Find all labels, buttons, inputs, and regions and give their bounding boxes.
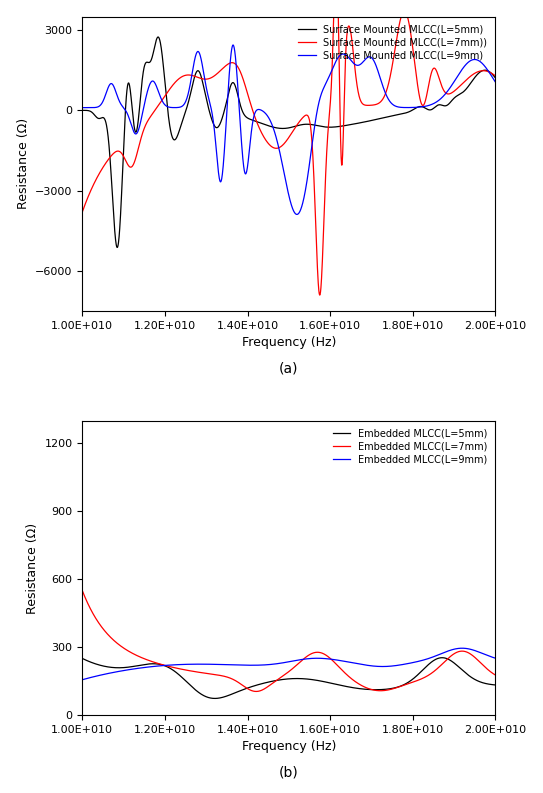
- Surface Mounted MLCC(L=9mm): [280, 164, 287, 174]
- Embedded MLCC(L=5mm): [439, 653, 445, 662]
- Surface Mounted MLCC(L=9mm): [481, 60, 487, 70]
- Embedded MLCC(L=7mm): [480, 661, 487, 670]
- Line: Surface Mounted MLCC(L=5mm): Surface Mounted MLCC(L=5mm): [83, 37, 495, 247]
- Embedded MLCC(L=7mm): [480, 661, 487, 670]
- Surface Mounted MLCC(L=7mm)): [492, 71, 498, 81]
- X-axis label: Frequency (Hz): Frequency (Hz): [242, 336, 336, 349]
- Surface Mounted MLCC(L=5mm): [100, 113, 106, 122]
- Surface Mounted MLCC(L=7mm)): [280, 140, 286, 149]
- Legend: Embedded MLCC(L=5mm), Embedded MLCC(L=7mm), Embedded MLCC(L=9mm): Embedded MLCC(L=5mm), Embedded MLCC(L=7m…: [330, 426, 490, 467]
- Surface Mounted MLCC(L=5mm): [405, 108, 411, 117]
- Embedded MLCC(L=9mm): [280, 658, 286, 668]
- Surface Mounted MLCC(L=7mm)): [481, 66, 487, 75]
- Embedded MLCC(L=9mm): [404, 659, 411, 668]
- Surface Mounted MLCC(L=7mm)): [100, 162, 106, 171]
- Line: Embedded MLCC(L=9mm): Embedded MLCC(L=9mm): [83, 648, 495, 680]
- Surface Mounted MLCC(L=9mm): [480, 60, 487, 70]
- Embedded MLCC(L=7mm): [269, 679, 276, 688]
- Surface Mounted MLCC(L=7mm)): [317, 290, 323, 300]
- Text: (b): (b): [279, 765, 299, 780]
- Legend: Surface Mounted MLCC(L=5mm), Surface Mounted MLCC(L=7mm)), Surface Mounted MLCC(: Surface Mounted MLCC(L=5mm), Surface Mou…: [295, 21, 490, 63]
- Embedded MLCC(L=5mm): [79, 653, 86, 663]
- Surface Mounted MLCC(L=5mm): [492, 73, 498, 82]
- Embedded MLCC(L=7mm): [253, 687, 260, 696]
- Embedded MLCC(L=9mm): [459, 643, 465, 653]
- Surface Mounted MLCC(L=5mm): [79, 105, 86, 115]
- Embedded MLCC(L=5mm): [269, 676, 276, 686]
- Embedded MLCC(L=9mm): [492, 653, 498, 663]
- Embedded MLCC(L=5mm): [405, 678, 411, 688]
- Embedded MLCC(L=5mm): [481, 678, 487, 688]
- Surface Mounted MLCC(L=5mm): [155, 33, 161, 42]
- Embedded MLCC(L=5mm): [280, 675, 287, 684]
- Surface Mounted MLCC(L=9mm): [100, 96, 106, 105]
- Surface Mounted MLCC(L=5mm): [269, 122, 276, 132]
- Surface Mounted MLCC(L=9mm): [405, 103, 411, 113]
- Surface Mounted MLCC(L=7mm)): [79, 207, 86, 216]
- Surface Mounted MLCC(L=9mm): [79, 103, 86, 113]
- X-axis label: Frequency (Hz): Frequency (Hz): [242, 741, 336, 753]
- Y-axis label: Resistance (Ω): Resistance (Ω): [17, 118, 30, 209]
- Surface Mounted MLCC(L=9mm): [492, 77, 498, 86]
- Embedded MLCC(L=7mm): [79, 586, 86, 596]
- Embedded MLCC(L=7mm): [280, 671, 287, 680]
- Embedded MLCC(L=9mm): [269, 660, 275, 669]
- Surface Mounted MLCC(L=5mm): [114, 243, 121, 252]
- Surface Mounted MLCC(L=7mm)): [480, 66, 487, 75]
- Surface Mounted MLCC(L=5mm): [480, 66, 487, 75]
- Y-axis label: Resistance (Ω): Resistance (Ω): [26, 523, 39, 614]
- Surface Mounted MLCC(L=5mm): [280, 124, 287, 133]
- Surface Mounted MLCC(L=7mm)): [405, 13, 411, 23]
- Embedded MLCC(L=7mm): [100, 624, 106, 634]
- Line: Surface Mounted MLCC(L=9mm): Surface Mounted MLCC(L=9mm): [83, 45, 495, 214]
- Embedded MLCC(L=7mm): [492, 670, 498, 680]
- Embedded MLCC(L=9mm): [480, 649, 487, 658]
- Surface Mounted MLCC(L=5mm): [481, 66, 487, 75]
- Line: Surface Mounted MLCC(L=7mm)): Surface Mounted MLCC(L=7mm)): [83, 0, 495, 295]
- Embedded MLCC(L=5mm): [211, 694, 218, 703]
- Surface Mounted MLCC(L=7mm)): [269, 142, 275, 151]
- Embedded MLCC(L=9mm): [100, 670, 106, 680]
- Embedded MLCC(L=5mm): [100, 661, 106, 671]
- Text: (a): (a): [279, 361, 299, 375]
- Surface Mounted MLCC(L=9mm): [269, 121, 276, 130]
- Surface Mounted MLCC(L=9mm): [294, 209, 300, 219]
- Embedded MLCC(L=9mm): [79, 675, 86, 684]
- Embedded MLCC(L=5mm): [480, 678, 487, 688]
- Embedded MLCC(L=5mm): [492, 680, 498, 690]
- Line: Embedded MLCC(L=5mm): Embedded MLCC(L=5mm): [83, 657, 495, 699]
- Surface Mounted MLCC(L=9mm): [230, 40, 236, 50]
- Line: Embedded MLCC(L=7mm): Embedded MLCC(L=7mm): [83, 591, 495, 691]
- Embedded MLCC(L=7mm): [405, 679, 411, 688]
- Embedded MLCC(L=9mm): [480, 649, 487, 659]
